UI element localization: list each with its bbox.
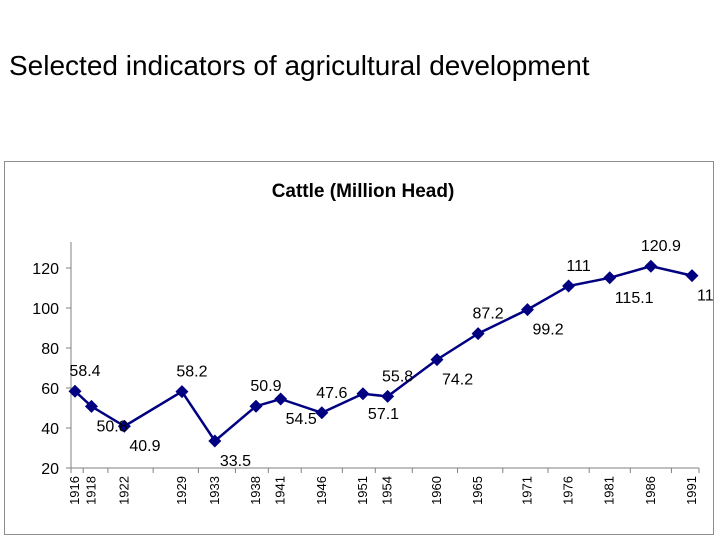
y-tick-label: 80 xyxy=(41,341,59,358)
chart-title: Cattle (Million Head) xyxy=(272,181,455,202)
data-label: 50.8 xyxy=(96,418,127,435)
y-tick-label: 120 xyxy=(32,261,59,278)
data-point xyxy=(249,399,263,413)
x-tick-label: 1933 xyxy=(207,476,222,505)
x-tick-label: 1941 xyxy=(273,476,288,505)
slide-title: Selected indicators of agricultural deve… xyxy=(9,50,590,81)
x-tick-label: 1986 xyxy=(643,476,658,505)
x-tick-label: 1965 xyxy=(470,476,485,505)
data-label: 57.1 xyxy=(368,406,399,423)
data-point xyxy=(208,434,222,448)
x-tick-label: 1951 xyxy=(355,476,370,505)
data-point xyxy=(315,406,329,420)
data-point xyxy=(84,399,98,413)
data-label: 50.9 xyxy=(250,378,281,395)
y-tick-label: 60 xyxy=(41,381,59,398)
x-tick-label: 1918 xyxy=(83,476,98,505)
x-tick-label: 1960 xyxy=(429,476,444,505)
y-tick-label: 100 xyxy=(32,301,59,318)
data-point xyxy=(562,279,576,293)
data-point xyxy=(685,269,699,283)
data-point xyxy=(520,303,534,317)
data-label: 74.2 xyxy=(442,372,473,389)
data-label: 99.2 xyxy=(532,322,563,339)
data-label: 120.9 xyxy=(641,238,681,255)
data-label: 87.2 xyxy=(473,306,504,323)
data-label: 111 xyxy=(566,258,590,275)
x-tick-label: 1981 xyxy=(602,476,617,505)
x-tick-label: 1976 xyxy=(561,476,576,505)
data-label: 47.6 xyxy=(316,385,347,402)
x-tick-label: 1916 xyxy=(67,476,82,505)
x-tick-label: 1946 xyxy=(314,476,329,505)
data-point xyxy=(644,259,658,273)
cattle-line-chart: Cattle (Million Head) 20 40 60 80 100 120 1916… xyxy=(32,181,713,505)
data-label: 58.4 xyxy=(69,363,100,380)
data-point xyxy=(430,353,444,367)
x-tick-label: 1922 xyxy=(116,476,131,505)
data-point xyxy=(175,385,189,399)
data-point xyxy=(68,384,82,398)
data-label: 33.5 xyxy=(220,453,251,470)
data-label: 58.2 xyxy=(176,364,207,381)
data-point xyxy=(603,271,617,285)
x-tick-label: 1954 xyxy=(380,476,395,505)
x-tick-label: 1971 xyxy=(519,476,534,505)
x-tick-label: 1991 xyxy=(684,476,699,505)
data-point xyxy=(274,392,288,406)
data-point xyxy=(471,327,485,341)
chart-series: 58.4 50.840.9 58.2 33.5 50.9 54.5 47.6 57.1 55.8… xyxy=(68,238,713,470)
y-tick-label: 20 xyxy=(41,461,59,478)
data-label: 115.1 xyxy=(615,290,654,307)
data-point xyxy=(356,387,370,401)
data-point xyxy=(381,389,395,403)
data-point xyxy=(117,419,131,433)
x-tick-label: 1938 xyxy=(248,476,263,505)
data-label: 54.5 xyxy=(286,411,317,428)
data-label: 40.9 xyxy=(129,438,160,455)
data-label: 55.8 xyxy=(382,368,413,385)
chart-frame: Cattle (Million Head) 20 40 60 80 100 120 1916… xyxy=(4,161,714,535)
x-tick-label: 1929 xyxy=(174,476,189,505)
chart-axes: 20 40 60 80 100 120 1916 1918 1922 1929 1933 1938 19… xyxy=(32,242,700,505)
y-tick-label: 40 xyxy=(41,421,59,438)
data-label: 116.2 xyxy=(697,288,713,305)
